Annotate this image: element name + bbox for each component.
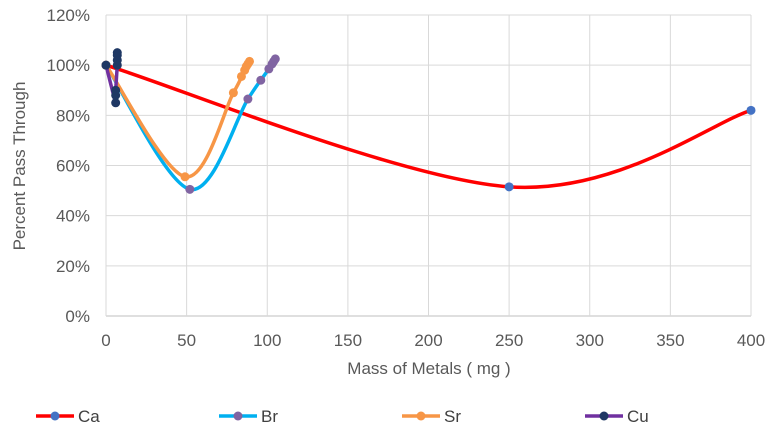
data-point-ca: [746, 105, 756, 115]
x-tick-label: 300: [576, 331, 604, 350]
x-tick-label: 200: [414, 331, 442, 350]
data-point-br: [243, 94, 253, 104]
y-tick-label: 60%: [56, 157, 90, 176]
grid: [105, 14, 752, 317]
x-tick-label: 350: [656, 331, 684, 350]
data-point-br: [185, 184, 195, 194]
legend-swatch-marker: [416, 411, 426, 421]
legend-item-cu: Cu: [585, 407, 649, 426]
legend: Ca Br Sr Cu: [36, 407, 649, 426]
y-tick-label: 120%: [47, 6, 90, 25]
legend-label: Cu: [627, 407, 649, 426]
data-point-cu: [111, 98, 121, 108]
legend-swatch-marker: [50, 411, 60, 421]
legend-label: Ca: [78, 407, 100, 426]
y-axis-title: Percent Pass Through: [10, 82, 29, 251]
x-tick-label: 0: [101, 331, 110, 350]
legend-item-ca: Ca: [36, 407, 100, 426]
y-tick-label: 20%: [56, 257, 90, 276]
x-axis-title: Mass of Metals ( mg ): [347, 359, 510, 378]
series-layer: [101, 48, 756, 194]
series-line-br: [104, 57, 278, 192]
data-point-cu: [112, 48, 122, 58]
legend-label: Sr: [444, 407, 461, 426]
series-br: [101, 54, 280, 194]
data-point-sr: [245, 56, 255, 66]
x-tick-label: 100: [253, 331, 281, 350]
legend-swatch-marker: [599, 411, 609, 421]
data-point-sr: [180, 172, 190, 182]
series-line-ca: [104, 63, 753, 190]
series-line-sr: [104, 59, 252, 179]
data-point-cu: [101, 60, 111, 70]
y-tick-label: 40%: [56, 207, 90, 226]
tick-labels: 0% 20% 40% 60% 80% 100% 120% 0 50 100 150 200 250 300…: [47, 6, 766, 350]
series-cu: [101, 48, 122, 108]
data-point-br: [270, 54, 280, 64]
legend-item-br: Br: [219, 407, 278, 426]
data-point-ca: [504, 182, 514, 192]
y-tick-label: 0%: [65, 307, 90, 326]
x-tick-label: 400: [737, 331, 765, 350]
legend-label: Br: [261, 407, 278, 426]
data-point-sr: [228, 88, 238, 98]
data-point-br: [256, 75, 266, 85]
x-tick-label: 150: [334, 331, 362, 350]
legend-item-sr: Sr: [402, 407, 461, 426]
x-tick-label: 250: [495, 331, 523, 350]
series-sr: [101, 56, 255, 182]
y-tick-label: 100%: [47, 56, 90, 75]
y-tick-label: 80%: [56, 106, 90, 125]
legend-swatch-marker: [233, 411, 243, 421]
data-point-cu: [111, 85, 121, 95]
x-tick-label: 50: [177, 331, 196, 350]
